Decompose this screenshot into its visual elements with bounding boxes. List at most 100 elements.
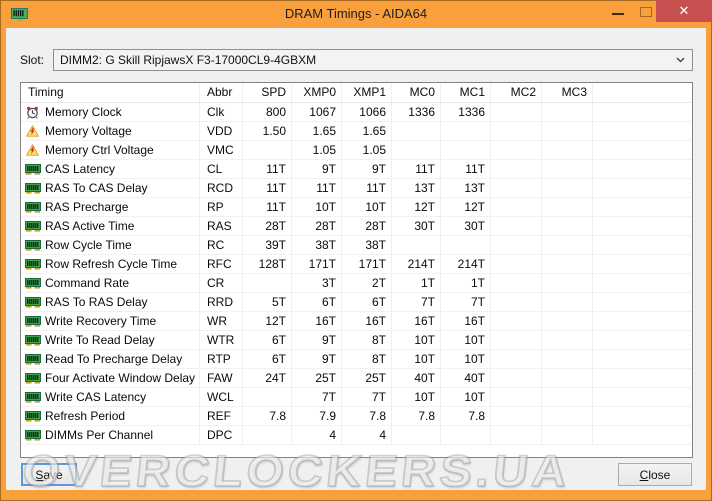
column-header-mc3[interactable]: MC3 xyxy=(542,83,593,102)
minimize-button[interactable] xyxy=(604,0,632,22)
abbr-cell: WR xyxy=(200,312,243,330)
xmp0-cell: 4 xyxy=(292,426,342,444)
mc0-cell xyxy=(392,141,441,159)
mc3-cell xyxy=(542,369,593,387)
mc2-cell xyxy=(491,312,542,330)
table-row[interactable]: Write CAS Latency WCL 7T 7T 10T 10T xyxy=(21,388,692,407)
table-row[interactable]: Memory Clock Clk 800 1067 1066 1336 1336 xyxy=(21,103,692,122)
filler-cell xyxy=(593,141,692,159)
xmp1-cell: 16T xyxy=(342,312,392,330)
timing-label: Refresh Period xyxy=(45,409,126,423)
table-row[interactable]: DIMMs Per Channel DPC 4 4 xyxy=(21,426,692,445)
mc0-cell: 7T xyxy=(392,293,441,311)
slot-label: Slot: xyxy=(20,53,45,67)
table-row[interactable]: RAS To CAS Delay RCD 11T 11T 11T 13T 13T xyxy=(21,179,692,198)
column-header-abbr[interactable]: Abbr xyxy=(200,83,243,102)
mc2-cell xyxy=(491,350,542,368)
slot-combobox-value: DIMM2: G Skill RipjawsX F3-17000CL9-4GBX… xyxy=(60,53,317,67)
abbr-cell: RFC xyxy=(200,255,243,273)
abbr-cell: WTR xyxy=(200,331,243,349)
ram-icon xyxy=(24,201,41,213)
ram-icon xyxy=(24,258,41,270)
timing-label: RAS Active Time xyxy=(45,219,135,233)
table-row[interactable]: Memory Voltage VDD 1.50 1.65 1.65 xyxy=(21,122,692,141)
xmp0-cell: 9T xyxy=(292,350,342,368)
filler-cell xyxy=(593,217,692,235)
xmp0-cell: 6T xyxy=(292,293,342,311)
table-row[interactable]: Memory Ctrl Voltage VMC 1.05 1.05 xyxy=(21,141,692,160)
ram-icon xyxy=(24,182,41,194)
abbr-cell: RTP xyxy=(200,350,243,368)
mc0-cell: 10T xyxy=(392,388,441,406)
column-header-mc2[interactable]: MC2 xyxy=(491,83,542,102)
mc2-cell xyxy=(491,293,542,311)
xmp1-cell: 8T xyxy=(342,331,392,349)
table-row[interactable]: Read To Precharge Delay RTP 6T 9T 8T 10T… xyxy=(21,350,692,369)
timing-cell: Row Refresh Cycle Time xyxy=(21,255,200,273)
ram-icon xyxy=(24,410,41,422)
close-button[interactable]: Close xyxy=(618,463,692,486)
abbr-cell: RAS xyxy=(200,217,243,235)
table-row[interactable]: Command Rate CR 3T 2T 1T 1T xyxy=(21,274,692,293)
maximize-button[interactable] xyxy=(632,0,660,22)
spd-cell: 11T xyxy=(243,160,292,178)
column-header-xmp0[interactable]: XMP0 xyxy=(292,83,342,102)
column-header-mc1[interactable]: MC1 xyxy=(441,83,491,102)
timing-label: Write To Read Delay xyxy=(45,333,155,347)
mc1-cell: 40T xyxy=(441,369,491,387)
column-header-xmp1[interactable]: XMP1 xyxy=(342,83,392,102)
timing-cell: Write CAS Latency xyxy=(21,388,200,406)
ram-icon xyxy=(24,429,41,441)
column-header-mc0[interactable]: MC0 xyxy=(392,83,441,102)
mc3-cell xyxy=(542,160,593,178)
column-header-spd[interactable]: SPD xyxy=(243,83,292,102)
warning-icon xyxy=(24,125,41,137)
column-header-timing[interactable]: Timing xyxy=(21,83,200,102)
spd-cell: 1.50 xyxy=(243,122,292,140)
xmp1-cell: 2T xyxy=(342,274,392,292)
timing-label: RAS Precharge xyxy=(45,200,129,214)
spd-cell: 28T xyxy=(243,217,292,235)
abbr-cell: VMC xyxy=(200,141,243,159)
timing-label: Command Rate xyxy=(45,276,130,290)
mc1-cell xyxy=(441,141,491,159)
xmp1-cell: 171T xyxy=(342,255,392,273)
mc0-cell: 1336 xyxy=(392,103,441,121)
mc3-cell xyxy=(542,426,593,444)
mc2-cell xyxy=(491,331,542,349)
table-row[interactable]: CAS Latency CL 11T 9T 9T 11T 11T xyxy=(21,160,692,179)
mc2-cell xyxy=(491,141,542,159)
mc1-cell: 1T xyxy=(441,274,491,292)
table-row[interactable]: Write Recovery Time WR 12T 16T 16T 16T 1… xyxy=(21,312,692,331)
table-row[interactable]: Write To Read Delay WTR 6T 9T 8T 10T 10T xyxy=(21,331,692,350)
mc0-cell: 10T xyxy=(392,350,441,368)
ram-module-icon xyxy=(11,8,28,21)
table-row[interactable]: RAS Active Time RAS 28T 28T 28T 30T 30T xyxy=(21,217,692,236)
slot-combobox[interactable]: DIMM2: G Skill RipjawsX F3-17000CL9-4GBX… xyxy=(53,49,693,71)
mc3-cell xyxy=(542,255,593,273)
mc0-cell: 13T xyxy=(392,179,441,197)
save-button[interactable]: Save xyxy=(21,463,77,486)
table-row[interactable]: RAS To RAS Delay RRD 5T 6T 6T 7T 7T xyxy=(21,293,692,312)
spd-cell: 6T xyxy=(243,331,292,349)
xmp1-cell: 1.05 xyxy=(342,141,392,159)
mc2-cell xyxy=(491,388,542,406)
titlebar-close-button[interactable]: ✕ xyxy=(656,0,712,22)
table-row[interactable]: RAS Precharge RP 11T 10T 10T 12T 12T xyxy=(21,198,692,217)
clock-icon xyxy=(24,106,41,119)
spd-cell xyxy=(243,141,292,159)
spd-cell: 6T xyxy=(243,350,292,368)
timing-cell: RAS Precharge xyxy=(21,198,200,216)
mc2-cell xyxy=(491,198,542,216)
titlebar[interactable]: DRAM Timings - AIDA64 ✕ xyxy=(0,0,712,28)
table-row[interactable]: Row Cycle Time RC 39T 38T 38T xyxy=(21,236,692,255)
timing-label: RAS To CAS Delay xyxy=(45,181,148,195)
table-row[interactable]: Row Refresh Cycle Time RFC 128T 171T 171… xyxy=(21,255,692,274)
table-row[interactable]: Four Activate Window Delay FAW 24T 25T 2… xyxy=(21,369,692,388)
spd-cell: 11T xyxy=(243,198,292,216)
filler-cell xyxy=(593,312,692,330)
timing-cell: RAS To CAS Delay xyxy=(21,179,200,197)
table-row[interactable]: Refresh Period REF 7.8 7.9 7.8 7.8 7.8 xyxy=(21,407,692,426)
abbr-cell: RC xyxy=(200,236,243,254)
